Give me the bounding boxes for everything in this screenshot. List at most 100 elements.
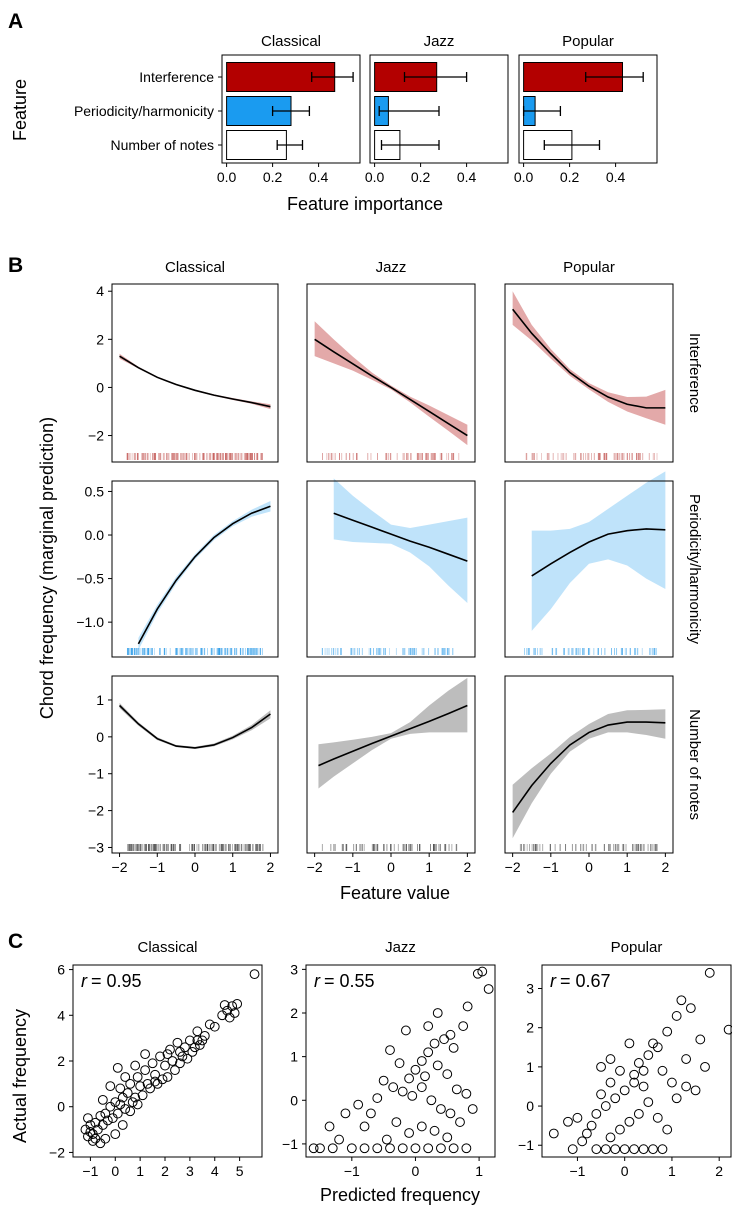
- rug-periodicity-harmonicity-classical: [126, 648, 263, 655]
- rug-interference-popular: [525, 453, 658, 460]
- point-jazz: [472, 968, 483, 979]
- frame-b-number-of-notes-classical: [111, 675, 279, 854]
- point-popular: [548, 1128, 559, 1139]
- correlation-symbol: r: [81, 971, 88, 991]
- frame-a-jazz: [369, 54, 509, 164]
- xtick-label-c-jazz: 1: [475, 1163, 483, 1179]
- xtick-label-b-classical: −1: [149, 859, 165, 875]
- point-classical: [100, 1133, 111, 1144]
- ytick-label-c-jazz: 3: [290, 961, 298, 977]
- point-popular: [648, 1038, 658, 1049]
- point-jazz: [467, 1104, 478, 1114]
- point-classical: [135, 1081, 146, 1092]
- points-popular: [548, 967, 732, 1155]
- point-jazz: [385, 1045, 395, 1055]
- point-jazz: [372, 1093, 383, 1103]
- xtick-label-b-popular: 0: [585, 859, 593, 875]
- panel-a-x-axis-title: Feature importance: [287, 194, 443, 214]
- frame-c-popular: [541, 964, 732, 1158]
- frame-a-popular: [518, 54, 658, 164]
- point-classical: [175, 1046, 185, 1057]
- xtick-label-c-classical: 1: [136, 1163, 144, 1179]
- panel-c-y-axis-title: Actual frequency: [10, 1009, 30, 1143]
- point-classical: [112, 1062, 123, 1073]
- point-classical: [150, 1069, 160, 1080]
- point-classical: [192, 1035, 203, 1046]
- point-jazz: [324, 1121, 335, 1132]
- point-classical: [105, 1101, 116, 1112]
- point-classical: [95, 1110, 106, 1121]
- facet-title-b-classical: Classical: [165, 259, 225, 276]
- point-classical: [85, 1126, 96, 1137]
- ytick-label-b-number-of-notes: 1: [96, 692, 104, 708]
- xtick-label-a-classical: 0.2: [263, 169, 283, 185]
- frame-b-number-of-notes-popular: [504, 675, 674, 854]
- correlation-label-classical: r = 0.95: [81, 971, 142, 991]
- point-popular: [591, 1108, 602, 1119]
- xtick-label-c-popular: 0: [621, 1163, 629, 1179]
- point-popular: [605, 1077, 616, 1088]
- ytick-label-b-periodicity-harmonicity: 0.0: [85, 527, 105, 543]
- point-popular: [591, 1144, 602, 1155]
- frame-b-interference-jazz: [306, 283, 476, 463]
- frame-b-interference-popular: [504, 283, 674, 463]
- rug-interference-jazz: [322, 453, 460, 460]
- panel-b-marginal-predictions: Classical Jazz Popular 4 2 0 −2 Interference 0.5…: [76, 259, 703, 875]
- ytick-label-b-periodicity-harmonicity: 0.5: [85, 483, 105, 499]
- ytick-label-c-jazz: 1: [290, 1049, 298, 1065]
- point-jazz: [451, 1084, 462, 1095]
- xtick-label-b-jazz: −1: [345, 859, 361, 875]
- errorbar-jazz-interference: [403, 72, 468, 82]
- point-jazz: [366, 1108, 376, 1119]
- point-classical: [224, 1012, 235, 1023]
- point-jazz: [439, 1034, 449, 1045]
- xtick-label-a-classical: 0.0: [217, 169, 237, 185]
- ribbon-periodicity-harmonicity-classical: [138, 501, 271, 651]
- fit-line-number-of-notes-popular: [511, 721, 666, 813]
- ribbon-interference-jazz: [314, 321, 468, 446]
- ribbon-number-of-notes-popular: [512, 709, 666, 839]
- facet-title-c-classical: Classical: [137, 939, 197, 956]
- point-classical: [137, 1090, 148, 1101]
- point-jazz: [445, 1108, 456, 1119]
- point-classical: [110, 1097, 121, 1108]
- point-popular: [624, 1116, 635, 1127]
- point-popular: [615, 1124, 625, 1135]
- ytick-label-b-interference: 4: [96, 283, 104, 299]
- point-classical: [125, 1078, 136, 1089]
- facet-title-c-popular: Popular: [611, 939, 663, 956]
- point-popular: [605, 1132, 616, 1143]
- frame-b-periodicity-harmonicity-jazz: [306, 480, 476, 658]
- point-classical: [87, 1129, 98, 1140]
- point-classical: [184, 1035, 195, 1046]
- xtick-label-c-popular: 1: [668, 1163, 676, 1179]
- point-classical: [95, 1138, 106, 1149]
- point-jazz: [429, 1125, 440, 1136]
- xtick-label-a-jazz: 0.4: [457, 169, 477, 185]
- point-classical: [217, 1010, 228, 1021]
- point-jazz: [308, 1143, 319, 1154]
- ytick-label-c-jazz: 0: [290, 1092, 298, 1108]
- point-classical: [170, 1065, 180, 1076]
- point-classical: [100, 1108, 111, 1119]
- point-jazz: [340, 1108, 351, 1119]
- correlation-value: = 0.67: [560, 971, 611, 991]
- point-popular: [600, 1144, 611, 1155]
- point-classical: [97, 1094, 108, 1105]
- point-popular: [638, 1065, 649, 1076]
- errorbar-jazz-number-of-notes: [380, 140, 440, 150]
- point-popular: [643, 1097, 654, 1108]
- row-strip-periodicity-harmonicity: Periodicity/harmonicity: [686, 494, 703, 645]
- point-jazz: [359, 1143, 370, 1154]
- ytick-label-c-popular: 2: [526, 1020, 534, 1036]
- point-classical: [177, 1051, 188, 1062]
- point-classical: [140, 1049, 151, 1060]
- point-jazz: [401, 1025, 411, 1036]
- point-popular: [567, 1144, 578, 1155]
- xtick-label-c-classical: 3: [186, 1163, 194, 1179]
- point-popular: [629, 1077, 640, 1088]
- fit-line-periodicity-harmonicity-jazz: [333, 512, 468, 562]
- point-jazz: [461, 1088, 472, 1099]
